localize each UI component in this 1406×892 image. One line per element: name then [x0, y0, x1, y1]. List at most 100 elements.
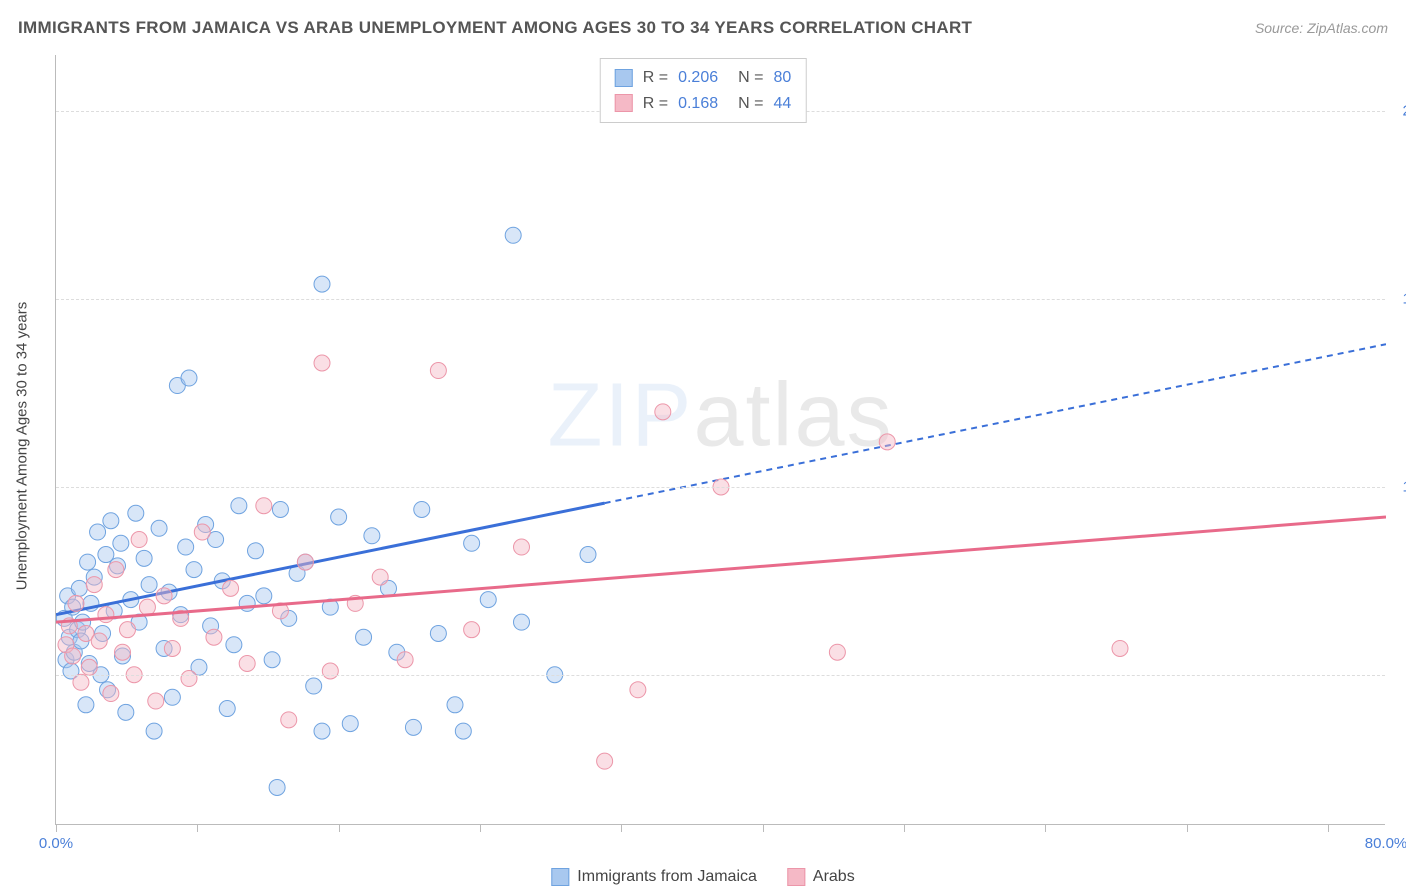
data-point-arabs: [108, 562, 124, 578]
data-point-jamaica: [331, 509, 347, 525]
data-point-arabs: [597, 753, 613, 769]
data-point-jamaica: [430, 625, 446, 641]
swatch-jamaica: [551, 868, 569, 886]
data-point-arabs: [239, 655, 255, 671]
data-point-jamaica: [103, 513, 119, 529]
data-point-jamaica: [447, 697, 463, 713]
data-point-arabs: [81, 659, 97, 675]
x-axis-min-label: 0.0%: [39, 835, 73, 852]
legend-label: Arabs: [813, 868, 855, 886]
x-tick: [1328, 824, 1329, 832]
data-point-arabs: [397, 652, 413, 668]
data-point-arabs: [297, 554, 313, 570]
data-point-jamaica: [146, 723, 162, 739]
data-point-jamaica: [269, 779, 285, 795]
data-point-arabs: [879, 434, 895, 450]
gridline: [56, 675, 1385, 676]
x-tick: [197, 824, 198, 832]
data-point-jamaica: [505, 227, 521, 243]
data-point-arabs: [223, 580, 239, 596]
data-point-arabs: [164, 640, 180, 656]
n-label: N =: [738, 65, 763, 91]
trend-line-arabs: [56, 517, 1386, 622]
data-point-jamaica: [314, 723, 330, 739]
data-point-jamaica: [136, 550, 152, 566]
chart-title: IMMIGRANTS FROM JAMAICA VS ARAB UNEMPLOY…: [18, 18, 972, 38]
data-point-jamaica: [464, 535, 480, 551]
stats-row-arabs: R = 0.168 N = 44: [615, 91, 792, 117]
x-tick: [621, 824, 622, 832]
gridline: [56, 299, 1385, 300]
r-label: R =: [643, 91, 668, 117]
swatch-jamaica: [615, 69, 633, 87]
x-axis-max-label: 80.0%: [1365, 835, 1406, 852]
data-point-jamaica: [219, 701, 235, 717]
data-point-jamaica: [71, 580, 87, 596]
x-tick: [480, 824, 481, 832]
r-value: 0.168: [678, 91, 718, 117]
data-point-jamaica: [80, 554, 96, 570]
data-point-arabs: [430, 363, 446, 379]
scatter-plot-svg: [56, 55, 1386, 825]
data-point-arabs: [181, 671, 197, 687]
gridline: [56, 487, 1385, 488]
data-point-arabs: [630, 682, 646, 698]
data-point-jamaica: [306, 678, 322, 694]
x-tick: [1045, 824, 1046, 832]
x-tick: [763, 824, 764, 832]
data-point-arabs: [68, 595, 84, 611]
data-point-jamaica: [178, 539, 194, 555]
title-bar: IMMIGRANTS FROM JAMAICA VS ARAB UNEMPLOY…: [18, 18, 1388, 38]
data-point-arabs: [139, 599, 155, 615]
source-attribution: Source: ZipAtlas.com: [1255, 20, 1388, 36]
x-tick: [904, 824, 905, 832]
data-point-arabs: [86, 577, 102, 593]
data-point-arabs: [119, 622, 135, 638]
data-point-arabs: [322, 663, 338, 679]
data-point-arabs: [372, 569, 388, 585]
data-point-jamaica: [186, 562, 202, 578]
data-point-jamaica: [514, 614, 530, 630]
data-point-arabs: [514, 539, 530, 555]
data-point-jamaica: [151, 520, 167, 536]
data-point-jamaica: [264, 652, 280, 668]
bottom-legend: Immigrants from JamaicaArabs: [551, 868, 854, 886]
data-point-arabs: [655, 404, 671, 420]
swatch-arabs: [787, 868, 805, 886]
x-tick: [56, 824, 57, 832]
data-point-arabs: [103, 686, 119, 702]
data-point-arabs: [464, 622, 480, 638]
n-label: N =: [738, 91, 763, 117]
data-point-jamaica: [455, 723, 471, 739]
x-tick: [1187, 824, 1188, 832]
n-value: 80: [773, 65, 791, 91]
data-point-arabs: [115, 644, 131, 660]
data-point-arabs: [206, 629, 222, 645]
data-point-jamaica: [78, 697, 94, 713]
data-point-arabs: [194, 524, 210, 540]
data-point-jamaica: [141, 577, 157, 593]
data-point-jamaica: [164, 689, 180, 705]
data-point-jamaica: [364, 528, 380, 544]
data-point-jamaica: [480, 592, 496, 608]
data-point-jamaica: [128, 505, 144, 521]
data-point-jamaica: [256, 588, 272, 604]
data-point-jamaica: [90, 524, 106, 540]
data-point-jamaica: [272, 501, 288, 517]
x-tick: [339, 824, 340, 832]
data-point-arabs: [281, 712, 297, 728]
data-point-arabs: [131, 532, 147, 548]
y-tick-label: 10.0%: [1402, 478, 1406, 495]
data-point-jamaica: [248, 543, 264, 559]
data-point-jamaica: [342, 716, 358, 732]
legend-item-arabs: Arabs: [787, 868, 855, 886]
data-point-jamaica: [118, 704, 134, 720]
y-tick-label: 20.0%: [1402, 103, 1406, 120]
data-point-jamaica: [113, 535, 129, 551]
n-value: 44: [773, 91, 791, 117]
swatch-arabs: [615, 94, 633, 112]
data-point-arabs: [829, 644, 845, 660]
data-point-arabs: [98, 607, 114, 623]
y-tick-label: 15.0%: [1402, 291, 1406, 308]
data-point-arabs: [1112, 640, 1128, 656]
